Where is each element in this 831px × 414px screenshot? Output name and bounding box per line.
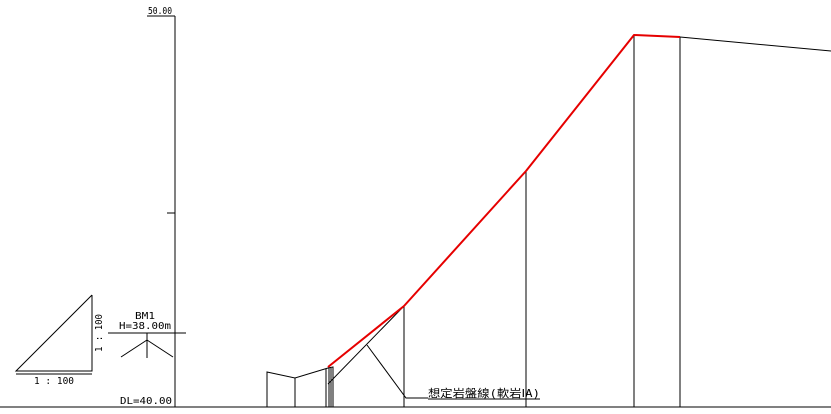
rock-line-annotation: 想定岩盤線(軟岩ⅠA) (366, 344, 540, 400)
scale-triangle-group: 1 : 100 1 : 100 (14, 294, 105, 387)
scale-triangle (14, 294, 93, 372)
toe-structure (266, 366, 334, 407)
ground-surface-line (327, 34, 831, 385)
benchmark-height-label: H=38.00m (119, 321, 171, 332)
elevation-ruler: 50.00 (147, 6, 176, 407)
station-lines (403, 35, 681, 407)
rock-line-label: 想定岩盤線(軟岩ⅠA) (428, 386, 540, 400)
benchmark-name: BM1 (135, 311, 155, 322)
benchmark-symbol (120, 333, 174, 358)
rock-line-leader (366, 344, 428, 399)
top-elevation-label: 50.00 (148, 6, 172, 17)
assumed-rock-line (327, 34, 681, 368)
scale-horizontal-label: 1 : 100 (34, 376, 74, 387)
structure-outline (266, 366, 334, 407)
datum-line-group: DL=40.00 (0, 396, 831, 408)
scale-vertical-label: 1 : 100 (94, 314, 105, 352)
benchmark-group: BM1 H=38.00m (108, 311, 186, 358)
datum-label: DL=40.00 (120, 396, 172, 407)
